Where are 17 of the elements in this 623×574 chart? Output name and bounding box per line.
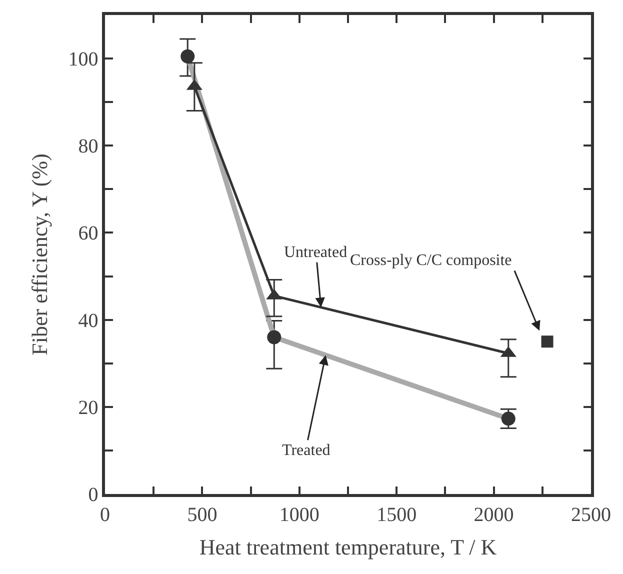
series-label: Untreated <box>284 244 348 261</box>
point <box>541 336 554 348</box>
y-tick-label: 20 <box>78 396 98 419</box>
x-tick-label: 1000 <box>279 504 320 526</box>
y-tick-label: 40 <box>78 310 98 332</box>
x-axis-title: Heat treatment temperature, T / K <box>199 534 497 560</box>
x-tick-label: 1500 <box>376 504 417 526</box>
y-tick-label: 60 <box>78 222 98 245</box>
text: Treated <box>282 442 330 459</box>
y-tick-label: 0 <box>88 484 98 506</box>
x-tick-label: 500 <box>187 504 218 526</box>
annotation: Cross-ply C/C composite <box>350 252 512 269</box>
x-tick-label: 2000 <box>474 504 514 526</box>
y-axis-title: Fiber efficiency, Y (%) <box>27 154 52 356</box>
x-tick-label: 2500 <box>571 504 611 526</box>
y-tick-label: 80 <box>78 136 98 158</box>
y-tick-label: 100 <box>68 48 98 71</box>
